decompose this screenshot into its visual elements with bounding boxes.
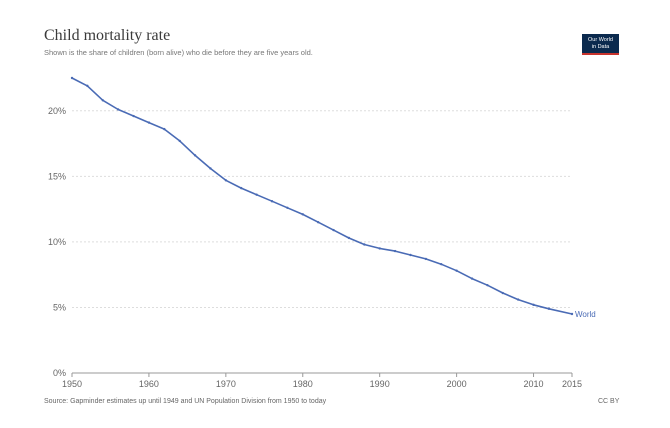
data-point[interactable] xyxy=(132,114,135,118)
data-point[interactable] xyxy=(286,206,289,209)
data-point[interactable] xyxy=(363,243,366,246)
y-axis-ticks: 0% 5% 10% 15% 20% xyxy=(48,106,66,378)
grid-lines xyxy=(72,110,572,308)
data-point[interactable] xyxy=(193,154,197,157)
data-point[interactable] xyxy=(516,298,520,301)
x-tick-label: 1950 xyxy=(62,379,82,389)
data-point[interactable] xyxy=(116,108,120,111)
data-point[interactable] xyxy=(470,277,474,280)
data-point[interactable] xyxy=(486,283,489,287)
chart-title: Child mortality rate xyxy=(44,27,171,44)
data-point[interactable] xyxy=(501,291,504,295)
data-point[interactable] xyxy=(424,257,428,261)
data-point[interactable] xyxy=(316,221,320,224)
data-point[interactable] xyxy=(224,179,228,182)
data-point[interactable] xyxy=(270,200,274,203)
license-link[interactable]: CC BY xyxy=(598,398,620,405)
data-point[interactable] xyxy=(393,249,397,253)
x-tick-label: 1990 xyxy=(370,379,390,389)
x-tick-label: 1970 xyxy=(216,379,236,389)
x-axis-ticks: 1950 1960 1970 1980 1990 2000 2010 2015 xyxy=(62,373,582,389)
data-point[interactable] xyxy=(347,236,351,240)
y-tick-label: 15% xyxy=(48,171,66,181)
data-point[interactable] xyxy=(178,139,181,143)
series-line-world[interactable] xyxy=(71,77,573,315)
x-tick-label: 2000 xyxy=(447,379,467,389)
data-point[interactable] xyxy=(332,228,335,232)
data-point[interactable] xyxy=(440,262,443,266)
data-point[interactable] xyxy=(209,167,212,170)
owid-logo[interactable]: Our World in Data xyxy=(582,34,619,55)
data-point[interactable] xyxy=(240,186,243,190)
data-point[interactable] xyxy=(409,253,412,257)
data-point[interactable] xyxy=(455,269,458,272)
y-tick-label: 10% xyxy=(48,237,66,247)
data-point[interactable] xyxy=(532,303,535,307)
data-point[interactable] xyxy=(547,307,551,310)
data-point[interactable] xyxy=(147,121,151,124)
data-point[interactable] xyxy=(378,247,381,250)
data-point[interactable] xyxy=(301,213,304,216)
series-label-world[interactable]: World xyxy=(575,310,596,319)
x-tick-label: 1960 xyxy=(139,379,159,389)
logo-line-1: Our World xyxy=(588,37,613,43)
data-point[interactable] xyxy=(70,76,74,80)
x-tick-label: 2010 xyxy=(524,379,544,389)
source-note: Source: Gapminder estimates up until 194… xyxy=(44,398,327,405)
y-tick-label: 5% xyxy=(53,302,66,312)
data-point[interactable] xyxy=(255,193,258,196)
data-point[interactable] xyxy=(570,312,574,316)
chart-subtitle: Shown is the share of children (born ali… xyxy=(44,48,313,57)
x-tick-label: 2015 xyxy=(562,379,582,389)
series-layer: World xyxy=(70,76,596,319)
data-point[interactable] xyxy=(163,127,166,131)
y-tick-label: 20% xyxy=(48,106,66,116)
data-point[interactable] xyxy=(86,84,89,88)
x-tick-label: 1980 xyxy=(293,379,313,389)
y-tick-label: 0% xyxy=(53,368,66,378)
logo-line-2: in Data xyxy=(591,43,610,50)
data-point[interactable] xyxy=(101,99,104,102)
